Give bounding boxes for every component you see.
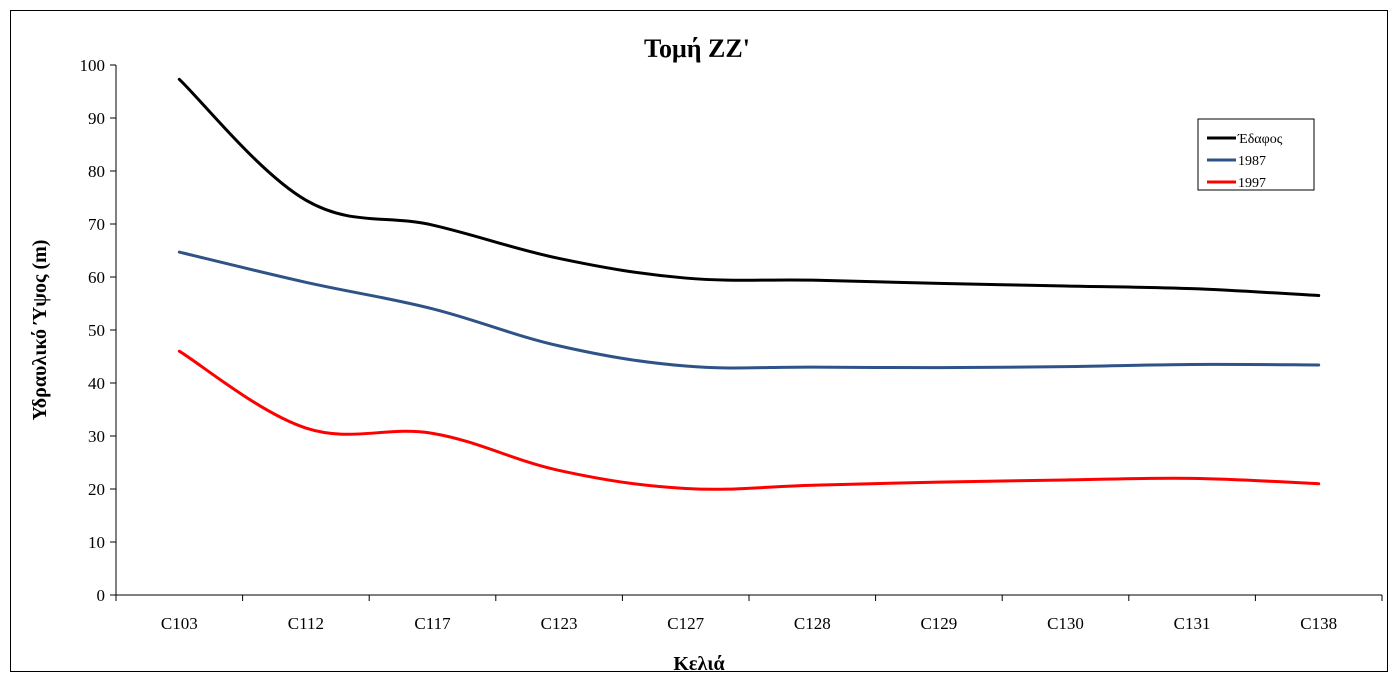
y-tick-label: 10 xyxy=(88,533,105,552)
x-tick-label: C117 xyxy=(414,614,451,633)
x-tick-label: C123 xyxy=(541,614,578,633)
x-tick-label: C112 xyxy=(288,614,324,633)
series-line-2 xyxy=(177,349,1321,491)
y-tick-label: 80 xyxy=(88,162,105,181)
series-line-0 xyxy=(177,77,1321,298)
x-tick-label: C138 xyxy=(1300,614,1337,633)
x-tick-label: C103 xyxy=(161,614,198,633)
legend-box xyxy=(1197,118,1315,191)
series-line-1 xyxy=(177,250,1321,370)
y-tick-label: 60 xyxy=(88,268,105,287)
chart-title: Τομή ΖΖ' xyxy=(644,34,750,63)
legend: Έδαφος 1987 1997 xyxy=(1197,118,1315,191)
y-tick-label: 30 xyxy=(88,427,105,446)
y-tick-label: 20 xyxy=(88,480,105,499)
x-tick-label: C130 xyxy=(1047,614,1084,633)
y-tick-label: 70 xyxy=(88,215,105,234)
y-tick-label: 40 xyxy=(88,374,105,393)
x-tick-label: C128 xyxy=(794,614,831,633)
legend-label-2: 1997 xyxy=(1238,176,1266,191)
x-tick-label: C131 xyxy=(1174,614,1211,633)
series-lines xyxy=(177,77,1321,491)
chart-frame xyxy=(10,10,1388,672)
y-tick-label: 100 xyxy=(80,56,106,75)
y-tick-label: 0 xyxy=(97,586,106,605)
y-axis-label: Υδραυλικό Ύψος (m) xyxy=(29,240,51,421)
y-tick-label: 90 xyxy=(88,109,105,128)
y-tick-label: 50 xyxy=(88,321,105,340)
x-tick-label: C129 xyxy=(920,614,957,633)
x-tick-label: C127 xyxy=(667,614,704,633)
axes: 0 10 20 30 40 50 60 70 80 90 100 C103 C112 C117 C123 C1… xyxy=(80,56,1383,633)
legend-label-1: 1987 xyxy=(1238,154,1266,169)
legend-label-0: Έδαφος xyxy=(1237,132,1283,147)
x-axis-label: Κελιά xyxy=(673,653,724,675)
